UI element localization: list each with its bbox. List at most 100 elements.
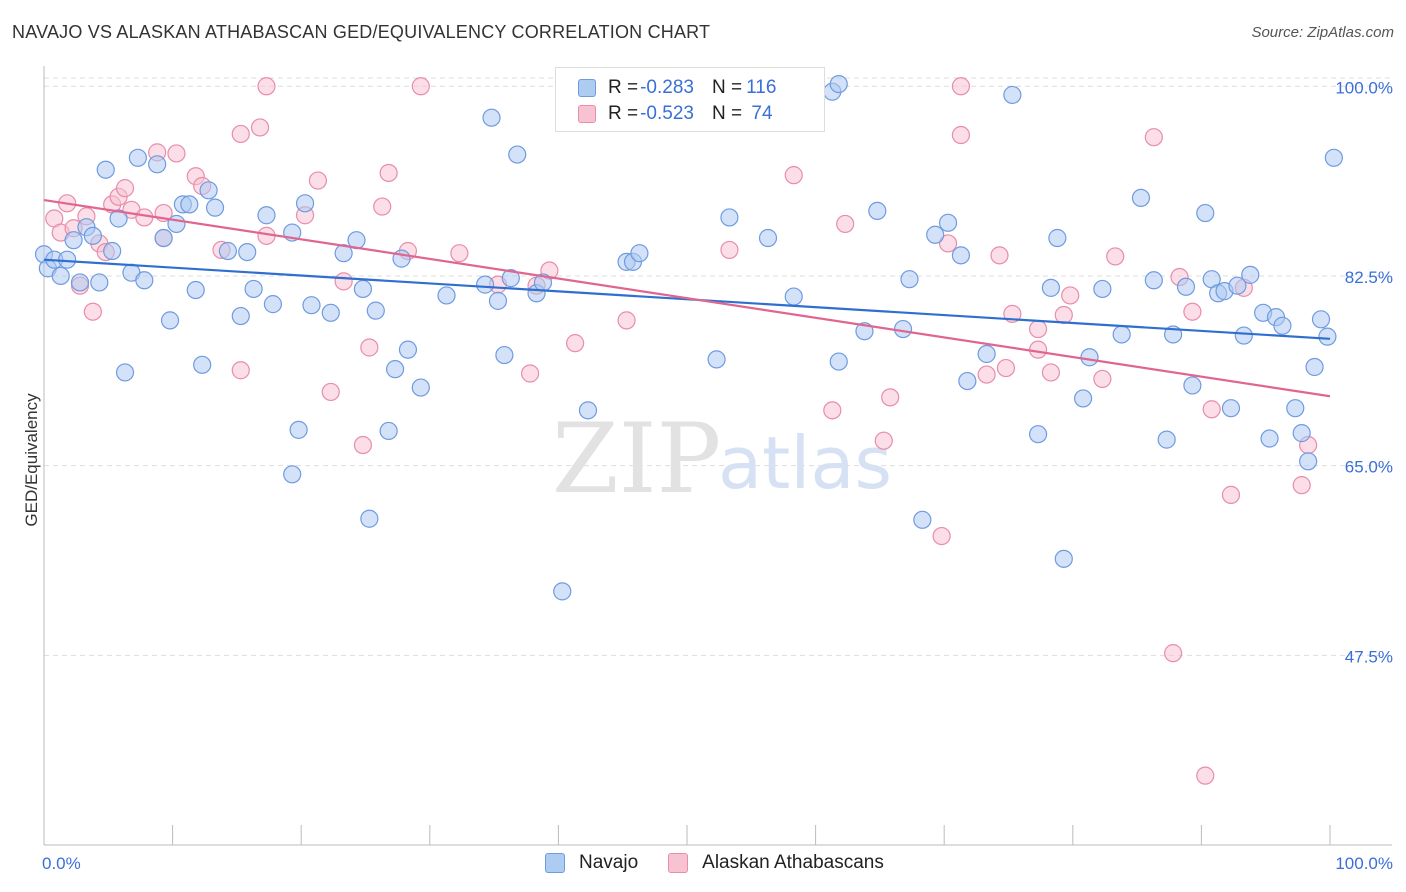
athabascan-point (1144, 128, 1163, 147)
watermark-zip: ZIP (552, 403, 721, 515)
athabascan-point (1106, 247, 1125, 266)
athabascan-point (938, 234, 958, 253)
athabascan-point (83, 302, 102, 321)
navajo-point (1286, 399, 1305, 418)
navajo-r-value: -0.283 (640, 77, 694, 98)
athabascan-trend-line (43, 198, 1331, 398)
y-tick-label: 82.5% (1345, 268, 1393, 287)
athabascan-point (1041, 363, 1061, 382)
watermark-atlas: atlas (718, 421, 892, 505)
athabascan-point (1093, 369, 1112, 389)
navajo-point (360, 509, 379, 528)
athabascan-swatch (578, 105, 596, 123)
navajo-point (707, 350, 726, 369)
navajo-point (186, 280, 205, 300)
navajo-legend-swatch (545, 853, 565, 873)
watermark: ZIP atlas (552, 403, 892, 515)
navajo-point (475, 275, 495, 294)
athabascan-point (1054, 305, 1073, 325)
series-legend: Navajo Alaskan Athabascans (545, 852, 914, 874)
navajo-point (1041, 278, 1061, 297)
athabascan-point (874, 431, 893, 450)
navajo-point (1292, 424, 1311, 443)
navajo-point (289, 420, 308, 439)
navajo-point (1054, 549, 1073, 568)
navajo-r-label: R = (608, 77, 639, 98)
navajo-point (411, 378, 430, 397)
athabascan-point (996, 358, 1016, 378)
navajo-point (1299, 452, 1318, 471)
athabascan-n-value: 74 (746, 103, 773, 124)
navajo-point (630, 244, 649, 263)
navajo-point (1048, 228, 1067, 248)
legend-item-athabascan[interactable]: Alaskan Athabascans (668, 852, 884, 874)
navajo-point (1131, 188, 1151, 208)
athabascan-point (308, 171, 328, 190)
navajo-point (829, 74, 848, 94)
navajo-point (128, 148, 147, 167)
navajo-point (167, 214, 186, 234)
navajo-point (1183, 376, 1202, 395)
navajo-point (193, 355, 212, 374)
x-tick-label-max: 100.0% (1335, 854, 1393, 873)
athabascan-point (135, 208, 154, 227)
trend-layer (43, 198, 1331, 398)
athabascan-legend-swatch (668, 853, 689, 873)
navajo-point (1144, 271, 1163, 290)
navajo-point (238, 242, 257, 262)
x-tick-label-min: 0.0% (42, 854, 81, 873)
navajo-point (938, 213, 958, 232)
athabascan-point (379, 163, 398, 183)
navajo-point (154, 228, 173, 248)
athabascan-point (450, 244, 469, 263)
navajo-point (900, 270, 919, 289)
athabascan-point (1028, 319, 1048, 339)
athabascan-point (1221, 485, 1241, 504)
navajo-point (283, 465, 302, 484)
navajo-point (96, 160, 115, 179)
athabascan-point (932, 526, 951, 546)
navajo-point (385, 360, 405, 379)
navajo-point (205, 198, 225, 217)
tick-label-layer: 47.5% 65.0% 82.5% 100.0% 0.0% 100.0% (42, 78, 1393, 873)
navajo-point (263, 295, 283, 314)
athabascan-point (353, 435, 373, 455)
athabascan-point (836, 214, 855, 234)
athabascan-point (1202, 400, 1221, 419)
y-tick-label: 100.0% (1335, 78, 1393, 97)
navajo-point (244, 279, 263, 299)
y-tick-label: 47.5% (1345, 647, 1393, 666)
navajo-point (758, 228, 778, 248)
navajo-point (1176, 277, 1196, 296)
navajo-point (913, 510, 932, 529)
navajo-point (1157, 430, 1176, 449)
navajo-point (379, 421, 398, 441)
navajo-point (1003, 85, 1022, 105)
athabascan-point (115, 179, 135, 198)
navajo-point (366, 301, 385, 320)
athabascan-point (231, 124, 250, 144)
athabascan-point (951, 77, 971, 96)
navajo-point (1228, 276, 1247, 295)
navajo-point (180, 195, 199, 214)
chart-title: NAVAJO VS ALASKAN ATHABASCAN GED/EQUIVAL… (12, 22, 711, 42)
athabascan-point (617, 311, 636, 330)
navajo-point (1241, 265, 1260, 284)
athabascan-point (250, 118, 270, 137)
athabascan-point (321, 382, 340, 402)
athabascan-point (360, 338, 379, 357)
navajo-point (70, 273, 90, 292)
athabascan-r-label: R = (608, 103, 639, 124)
axis-layer (43, 66, 1392, 846)
legend-item-navajo[interactable]: Navajo (545, 852, 638, 874)
navajo-point (1260, 429, 1279, 448)
athabascan-point (257, 77, 276, 96)
athabascan-point (784, 166, 803, 185)
athabascan-point (1164, 644, 1183, 663)
navajo-point (437, 286, 456, 305)
navajo-point (321, 303, 340, 322)
navajo-point (218, 241, 237, 261)
navajo-point (1305, 357, 1324, 377)
navajo-point (1080, 348, 1099, 367)
navajo-point (353, 279, 373, 299)
